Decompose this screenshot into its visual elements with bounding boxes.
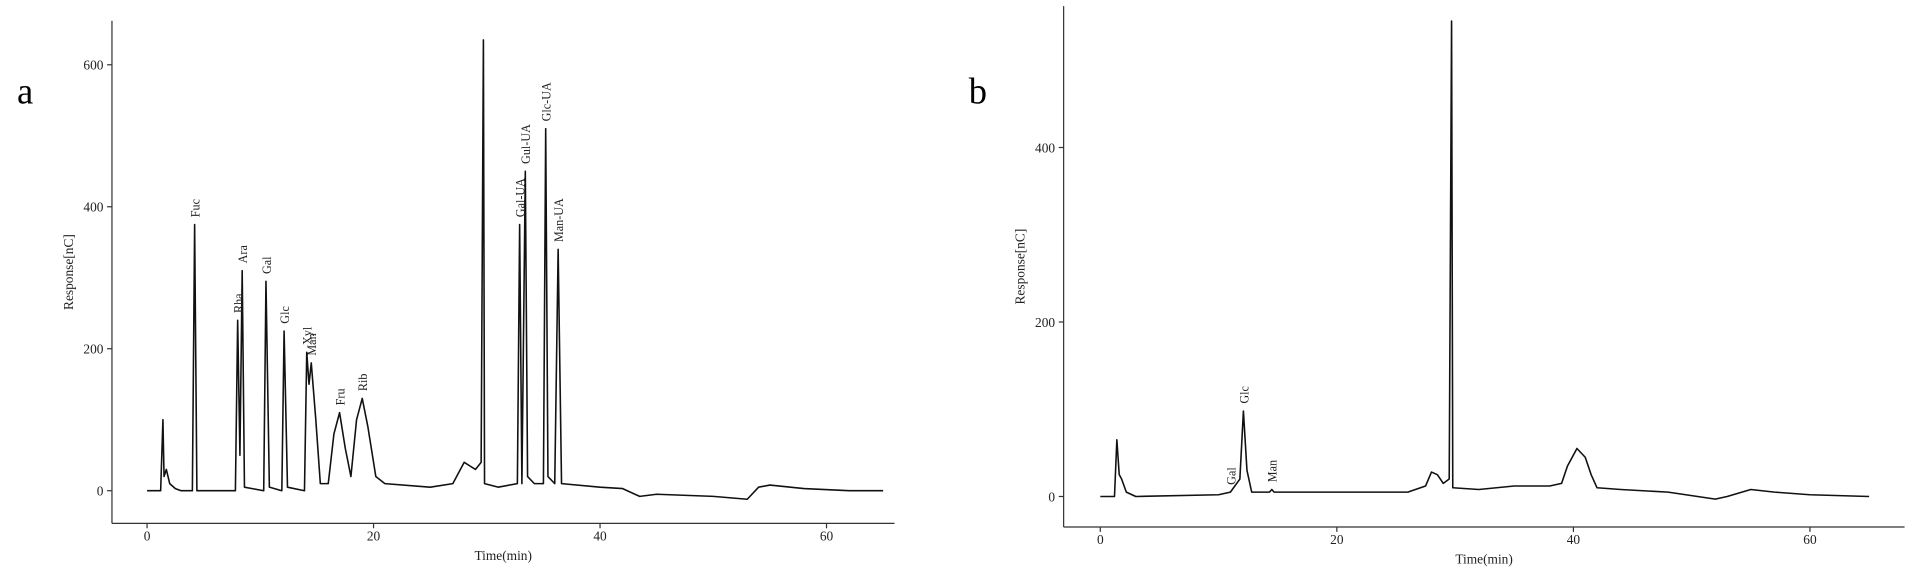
peak-label: Rha [232,293,246,313]
x-tick-label: 0 [144,528,151,543]
x-tick-label: 0 [1097,532,1104,547]
y-tick-label: 0 [97,484,104,499]
x-tick-label: 40 [593,528,607,543]
y-tick-label: 400 [83,200,103,215]
panel-label: b [969,71,987,112]
peak-label: Glc [1237,386,1251,404]
x-axis-title: Time(min) [474,548,531,563]
peak-label: Fru [333,388,347,405]
y-tick-label: 600 [83,58,103,73]
peak-label: Man [305,333,319,355]
panel-label: a [17,71,33,112]
y-axis-title: Response[nC] [61,234,76,310]
x-axis-title: Time(min) [1455,552,1512,567]
peak-label: Gul-UA [519,124,533,164]
peak-label: Gal [1224,467,1238,485]
peak-label: Man [1266,460,1280,482]
peak-label: Glc [278,306,292,324]
y-tick-label: 200 [1035,315,1055,330]
trace [147,39,884,501]
peak-label: Man-UA [552,198,566,242]
x-tick-label: 20 [1330,532,1344,547]
y-tick-label: 0 [1048,489,1055,504]
trace [1100,20,1870,500]
peak-label: Gal [260,256,274,274]
x-tick-label: 40 [1567,532,1581,547]
x-tick-label: 60 [820,528,834,543]
x-tick-label: 60 [1803,532,1817,547]
peak-label: Glc-UA [540,82,554,121]
y-tick-label: 400 [1035,140,1055,155]
y-axis-title: Response[nC] [1013,229,1028,305]
peak-label: Ara [236,245,250,264]
peak-label: Rib [356,374,370,392]
peak-label: Gal-UA [514,178,528,217]
peak-label: Fuc [188,198,202,217]
y-tick-label: 200 [83,342,103,357]
x-tick-label: 20 [367,528,381,543]
peak-label: Xyl [301,326,315,345]
